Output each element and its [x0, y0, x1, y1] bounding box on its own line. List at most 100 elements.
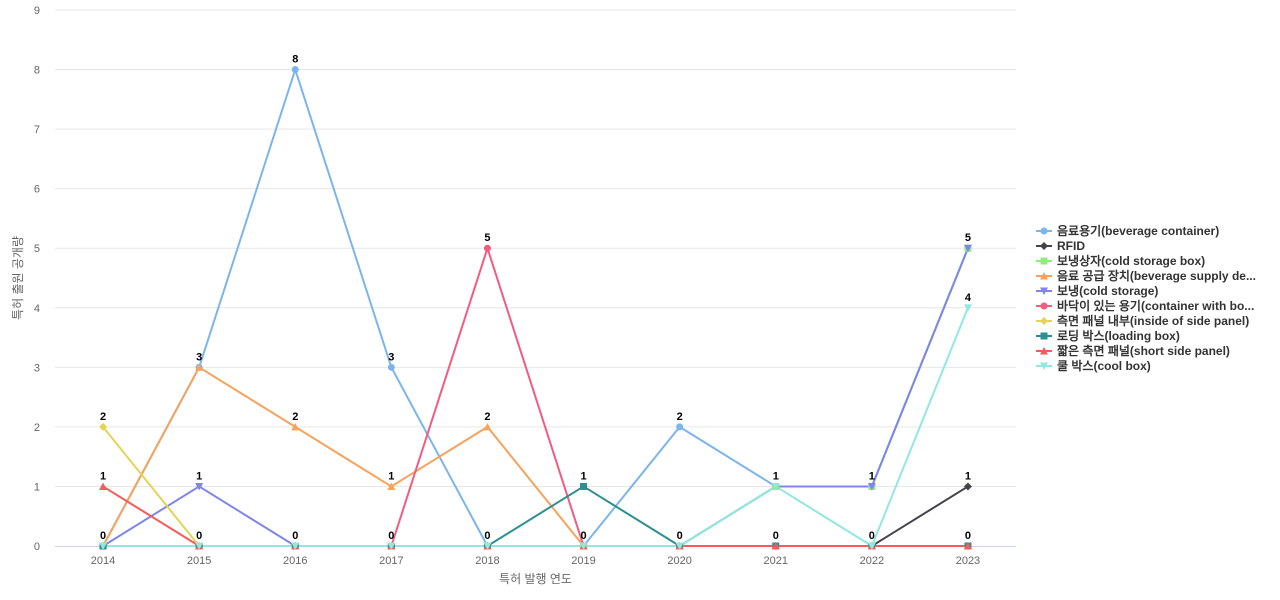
- legend-marker: [1040, 227, 1048, 235]
- data-label: 1: [580, 470, 586, 482]
- data-point-loading-box: [580, 482, 588, 490]
- legend-item[interactable]: 음료 공급 장치(beverage supply de...: [1036, 268, 1256, 283]
- data-label: 0: [965, 530, 971, 542]
- data-point-short-side-panel: [771, 542, 780, 550]
- y-tick-label: 4: [34, 303, 40, 315]
- data-point-beverage-supply-de: [483, 422, 492, 431]
- data-label: 0: [580, 530, 586, 542]
- data-point-beverage-container: [291, 66, 299, 74]
- data-point-cool-box: [963, 304, 972, 312]
- series-markers: [99, 66, 972, 550]
- data-point-container-with-bo: [483, 244, 491, 252]
- legend-item[interactable]: 바닥이 있는 용기(container with bo...: [1036, 298, 1254, 313]
- legend-label: 쿨 박스(cool box): [1057, 358, 1151, 373]
- data-point-beverage-supply-de: [291, 422, 300, 431]
- data-point-cool-box: [291, 542, 300, 550]
- y-tick-label: 9: [34, 5, 40, 17]
- data-point-cold-storage: [963, 244, 972, 253]
- legend-marker: [1040, 302, 1048, 310]
- data-point-beverage-container: [387, 363, 395, 371]
- data-label: 1: [773, 470, 779, 482]
- y-tick-label: 6: [34, 184, 40, 196]
- series-line-container-with-bo: [102, 247, 969, 547]
- legend-item[interactable]: 쿨 박스(cool box): [1036, 358, 1151, 373]
- data-point-short-side-panel: [963, 542, 972, 550]
- data-label: 2: [292, 411, 298, 423]
- x-tick-label: 2017: [379, 555, 403, 567]
- y-axis-title: 특허 출원 공개량: [11, 236, 25, 320]
- legend-label: 음료 공급 장치(beverage supply de...: [1057, 268, 1256, 283]
- legend-item[interactable]: RFID: [1036, 239, 1085, 253]
- data-label: 0: [292, 530, 298, 542]
- data-point-inside-of-side-panel: [99, 422, 108, 431]
- legend-marker: [1040, 287, 1048, 295]
- data-label: 0: [196, 530, 202, 542]
- legend-item[interactable]: 음료용기(beverage container): [1036, 223, 1219, 238]
- data-label: 0: [677, 530, 683, 542]
- legend-label: 음료용기(beverage container): [1057, 223, 1219, 238]
- data-label: 0: [484, 530, 490, 542]
- data-point-cold-storage: [867, 482, 876, 491]
- legend-item[interactable]: 측면 패널 내부(inside of side panel): [1036, 313, 1249, 328]
- y-axis-ticks: 0 1 2 3 4 5 6 7 8 9: [34, 5, 40, 553]
- legend-marker: [1040, 317, 1048, 325]
- x-tick-label: 2018: [475, 555, 499, 567]
- legend-marker: [1040, 332, 1048, 340]
- x-tick-label: 2021: [764, 555, 788, 567]
- data-point-cool-box: [387, 542, 396, 550]
- series-lines: [102, 68, 969, 547]
- data-point-cool-box: [771, 482, 780, 491]
- data-point-cold-storage: [195, 482, 204, 491]
- data-label: 1: [196, 470, 202, 482]
- x-tick-label: 2016: [283, 555, 307, 567]
- y-tick-label: 0: [34, 541, 40, 553]
- data-label: 5: [965, 232, 971, 244]
- legend-item[interactable]: 보냉상자(cold storage box): [1036, 253, 1205, 268]
- legend-marker: [1040, 362, 1048, 370]
- legend-label: 측면 패널 내부(inside of side panel): [1057, 313, 1249, 328]
- data-label: 0: [869, 530, 875, 542]
- y-tick-label: 1: [34, 481, 40, 493]
- data-label: 1: [100, 470, 106, 482]
- series-line-cool-box: [102, 306, 969, 547]
- legend-label: 바닥이 있는 용기(container with bo...: [1057, 298, 1254, 313]
- x-tick-label: 2019: [571, 555, 595, 567]
- data-label: 0: [773, 530, 779, 542]
- legend-marker: [1040, 347, 1048, 355]
- legend-item[interactable]: 보냉(cold storage): [1036, 283, 1158, 298]
- legend-label: RFID: [1057, 239, 1085, 253]
- data-point-beverage-supply-de: [195, 363, 204, 371]
- x-tick-label: 2023: [956, 555, 980, 567]
- data-labels: 0 1 2 0 1 3 0 2 8 0 1 3 0 2 5 0 1 0 2 0 1 0 1 0 1 4 5: [100, 54, 972, 542]
- x-tick-label: 2022: [860, 555, 884, 567]
- data-point-beverage-container: [676, 423, 684, 431]
- data-label: 4: [965, 292, 972, 304]
- data-label: 1: [869, 470, 875, 482]
- legend-label: 짧은 측면 패널(short side panel): [1057, 343, 1230, 358]
- y-tick-label: 7: [34, 124, 40, 136]
- legend-item[interactable]: 짧은 측면 패널(short side panel): [1036, 343, 1230, 358]
- x-tick-label: 2014: [91, 555, 115, 567]
- data-label: 2: [677, 411, 683, 423]
- y-tick-label: 5: [34, 243, 40, 255]
- data-label: 3: [196, 351, 202, 363]
- data-label: 8: [292, 54, 298, 66]
- data-point-cool-box: [483, 542, 492, 550]
- data-label: 0: [100, 530, 106, 542]
- data-point-beverage-supply-de: [387, 482, 396, 490]
- y-tick-label: 3: [34, 362, 40, 374]
- y-tick-label: 2: [34, 422, 40, 434]
- x-tick-label: 2015: [187, 555, 211, 567]
- legend-item[interactable]: 로딩 박스(loading box): [1036, 328, 1180, 343]
- legend-label: 보냉(cold storage): [1057, 283, 1158, 298]
- data-point-short-side-panel: [99, 482, 108, 490]
- data-label: 1: [388, 470, 394, 482]
- data-point-cool-box: [867, 542, 876, 550]
- data-label: 2: [100, 411, 106, 423]
- y-tick-label: 8: [34, 65, 40, 77]
- data-point-cool-box: [195, 542, 204, 550]
- data-label: 5: [484, 232, 490, 244]
- data-label: 2: [484, 411, 490, 423]
